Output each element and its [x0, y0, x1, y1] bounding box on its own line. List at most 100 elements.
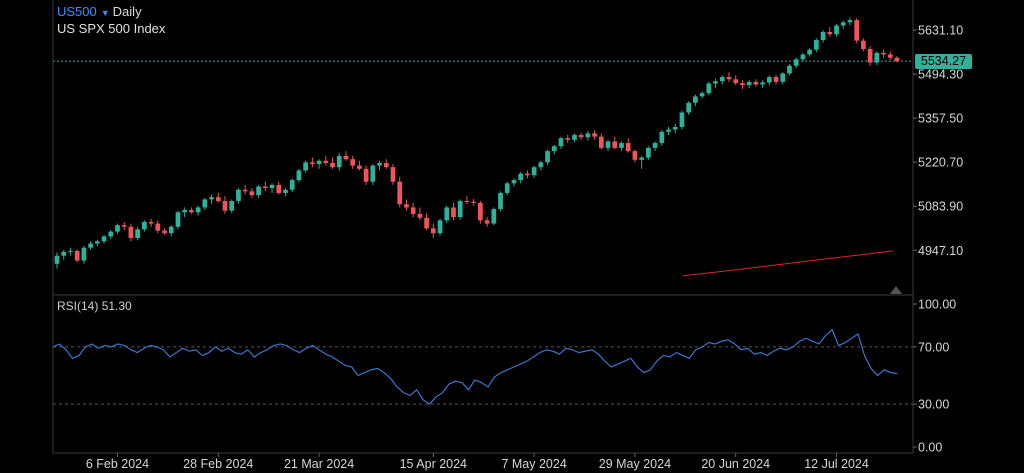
- candle-body: [598, 136, 604, 148]
- candle-body: [377, 163, 382, 166]
- candle-body: [807, 49, 812, 55]
- candle-body: [148, 221, 154, 224]
- price-tick-label: 5083.90: [918, 200, 963, 214]
- rsi-indicator-label[interactable]: RSI(14) 51.30: [57, 299, 132, 313]
- candle-body: [128, 226, 134, 239]
- candle-body: [625, 143, 631, 152]
- moving-average-line: [682, 250, 894, 277]
- candle-body: [545, 151, 550, 163]
- candle-body: [209, 197, 214, 200]
- candle-body: [525, 173, 530, 176]
- price-tick-label: 5357.50: [918, 112, 963, 126]
- candle-body: [719, 77, 725, 82]
- candle-body: [753, 81, 759, 85]
- candle-body: [847, 20, 853, 23]
- candle-body: [646, 147, 651, 158]
- candle-body: [323, 160, 329, 164]
- candle-body: [787, 65, 792, 74]
- candle-body: [336, 155, 342, 168]
- price-tick-label: 5631.10: [918, 24, 963, 38]
- candle-body: [457, 201, 463, 218]
- candle-body: [182, 210, 188, 213]
- rsi-tick-label: 30.00: [918, 398, 949, 412]
- candle-body: [693, 96, 698, 103]
- candle-body: [894, 57, 900, 62]
- candle-body: [861, 40, 866, 50]
- candle-body: [632, 151, 638, 160]
- date-tick-label: 28 Feb 2024: [183, 457, 253, 471]
- candle-body: [303, 162, 308, 171]
- candle-body: [531, 167, 537, 176]
- candle-body: [215, 197, 221, 202]
- candle-body: [195, 207, 201, 213]
- candle-body: [296, 170, 302, 181]
- candle-body: [115, 225, 120, 232]
- candle-body: [484, 220, 490, 224]
- candle-body: [740, 83, 745, 86]
- candle-body: [444, 207, 450, 221]
- candle-body: [283, 189, 288, 193]
- candle-body: [592, 133, 597, 137]
- candle-body: [464, 201, 470, 203]
- candle-body: [713, 81, 718, 84]
- candle-body: [269, 184, 275, 189]
- candle-body: [202, 199, 208, 208]
- candle-body: [672, 126, 678, 130]
- candle-body: [155, 223, 161, 231]
- candle-body: [686, 102, 692, 113]
- rsi-name: RSI(14): [57, 299, 99, 313]
- candle-body: [558, 138, 564, 147]
- candle-body: [424, 217, 429, 229]
- candle-body: [619, 143, 624, 148]
- candle-body: [168, 226, 174, 234]
- candle-body: [867, 49, 873, 63]
- candle-body: [827, 31, 833, 35]
- dropdown-triangle-icon[interactable]: ▼: [100, 8, 110, 18]
- candle-body: [135, 229, 140, 239]
- candle-body: [310, 162, 315, 164]
- candle-body: [773, 77, 779, 82]
- symbol-header[interactable]: US500 ▼ Daily: [57, 4, 142, 21]
- candle-body: [874, 52, 880, 63]
- timeframe-label[interactable]: Daily: [112, 4, 142, 19]
- candle-body: [854, 20, 860, 41]
- candle-body: [236, 189, 241, 202]
- candle-body: [289, 180, 295, 190]
- candle-body: [538, 162, 544, 168]
- candle-body: [88, 243, 93, 248]
- symbol-name[interactable]: US500: [57, 4, 97, 19]
- rsi-tick-label: 0.00: [918, 441, 942, 455]
- candle-body: [578, 135, 584, 138]
- candle-body: [68, 250, 73, 252]
- last-price-badge: 5534.27: [915, 53, 972, 69]
- candle-body: [256, 186, 261, 196]
- date-tick-label: 12 Jul 2024: [804, 457, 869, 471]
- candle-body: [74, 250, 80, 261]
- candle-body: [518, 173, 524, 181]
- candle-body: [612, 141, 618, 148]
- candle-body: [94, 241, 100, 244]
- candle-body: [370, 165, 376, 182]
- candle-body: [659, 131, 665, 144]
- candle-body: [101, 236, 107, 242]
- candle-body: [679, 112, 685, 127]
- price-tick-label: 4947.10: [918, 244, 963, 258]
- candle-body: [800, 54, 806, 60]
- candle-body: [417, 213, 423, 218]
- date-tick-label: 20 Jun 2024: [701, 457, 770, 471]
- candle-body: [887, 54, 893, 58]
- candle-body: [746, 81, 752, 86]
- candle-body: [222, 201, 228, 211]
- candle-body: [162, 230, 167, 234]
- candle-body: [451, 207, 456, 218]
- candle-body: [390, 167, 396, 182]
- candle-body: [666, 129, 671, 132]
- candle-body: [840, 22, 846, 26]
- candle-body: [766, 77, 772, 83]
- candle-body: [121, 225, 127, 227]
- rsi-tick-label: 100.00: [918, 298, 956, 312]
- candle-body: [383, 163, 389, 168]
- candle-body: [585, 133, 591, 138]
